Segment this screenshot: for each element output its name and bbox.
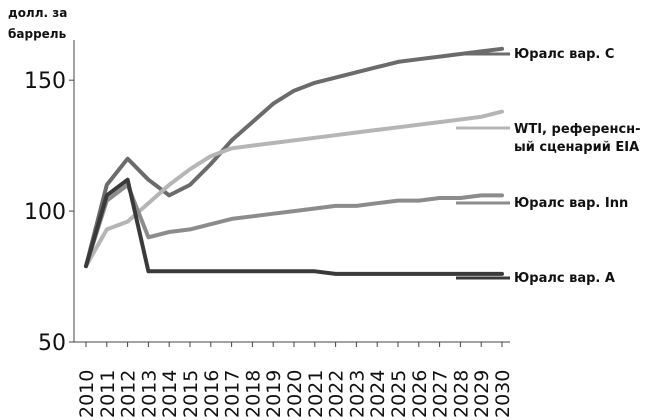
x-tick-label: 2023 xyxy=(346,370,368,418)
x-tick-label: 2012 xyxy=(118,370,140,418)
series-line-3 xyxy=(84,177,504,276)
x-tick-label: 2019 xyxy=(263,370,285,418)
x-tick-label: 2011 xyxy=(97,370,119,418)
legend-label-wti: WTI, референсн-ый сценарий EIA xyxy=(514,121,641,157)
y-axis-label-line-1: долл. за xyxy=(8,6,68,20)
x-tick-label: 2013 xyxy=(138,370,160,418)
y-axis-label-line-2: баррель xyxy=(8,27,67,41)
x-tick-label: 2026 xyxy=(409,370,431,418)
x-tick-label: 2015 xyxy=(180,370,202,418)
legend-text-line: Юралс вар. С xyxy=(514,47,615,62)
x-tick-label: 2016 xyxy=(201,370,223,418)
series-line-1 xyxy=(84,109,504,269)
x-tick-label: 2010 xyxy=(76,370,98,418)
x-tick-label: 2017 xyxy=(222,370,244,418)
legend-text-line: Юралс вар. А xyxy=(514,271,615,286)
series-line-2 xyxy=(84,182,504,269)
x-tick-label: 2028 xyxy=(450,370,472,418)
x-tick-label: 2025 xyxy=(388,370,410,418)
legend-label-urals-inn: Юралс вар. Inn xyxy=(514,195,628,213)
x-tick-label: 2029 xyxy=(471,370,493,418)
x-tick-label: 2021 xyxy=(305,370,327,418)
x-tick-label: 2027 xyxy=(430,370,452,418)
x-tick-label: 2018 xyxy=(242,370,264,418)
series-line-0 xyxy=(84,46,504,269)
legend-text-line: Юралс вар. Inn xyxy=(514,196,629,211)
legend-text-line: ый сценарий EIA xyxy=(514,140,640,155)
x-tick-label: 2022 xyxy=(326,370,348,418)
x-tick-label: 2024 xyxy=(367,370,389,418)
x-tick-label: 2014 xyxy=(159,370,181,418)
x-tick-label: 2020 xyxy=(284,370,306,418)
legend-label-urals-c: Юралс вар. С xyxy=(514,46,614,64)
x-tick-label: 2030 xyxy=(492,370,514,418)
y-tick-label: 100 xyxy=(24,200,66,225)
legend-text-line: WTI, референсн- xyxy=(514,122,641,137)
y-tick-label: 50 xyxy=(38,331,66,356)
y-tick-label: 150 xyxy=(24,69,66,94)
legend-label-urals-a: Юралс вар. А xyxy=(514,270,615,288)
